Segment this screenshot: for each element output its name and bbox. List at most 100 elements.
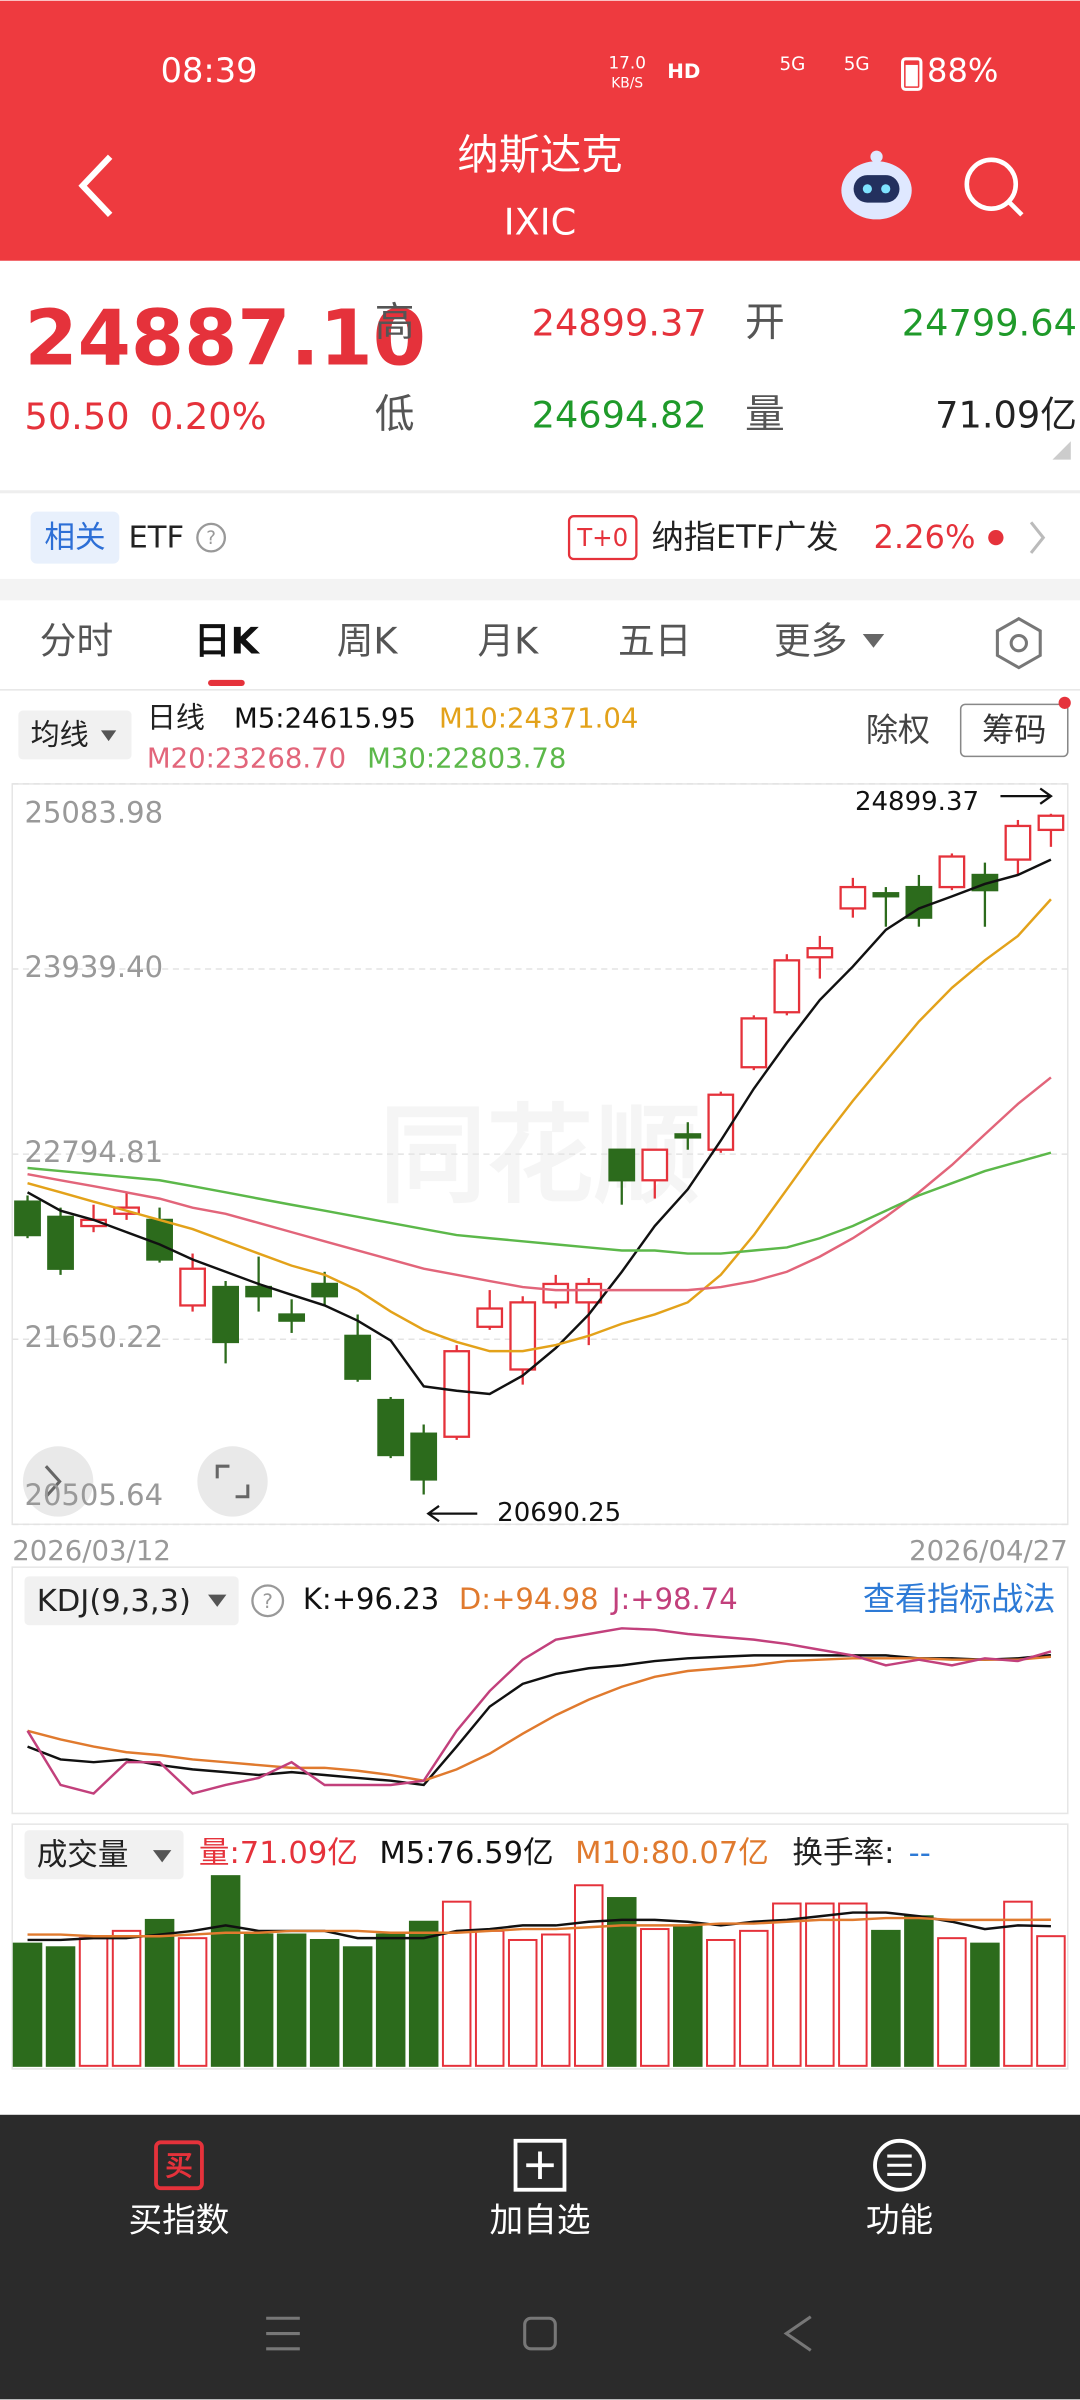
high: 24899.37 (532, 301, 707, 344)
tab[interactable]: 月K (477, 620, 539, 663)
x-tick-label: 2026/03/12 (12, 1535, 171, 1567)
y-tick-label: 23939.40 (24, 950, 163, 984)
indicator-title[interactable]: KDJ(9,3,3) (37, 1584, 191, 1619)
candle-body (641, 1148, 669, 1182)
indicator-line (26, 1627, 1052, 1795)
more-arrow (862, 633, 885, 648)
volume-bar (805, 1902, 835, 2067)
legend-entry: K:+96.23 (303, 1582, 439, 1616)
ma-button-bg[interactable] (18, 710, 132, 760)
open-label: 开 (745, 299, 785, 345)
candle-body (542, 1282, 570, 1304)
tab[interactable]: 日K (194, 620, 261, 663)
candle-body (1004, 824, 1032, 861)
etf-tag: 相关 (44, 521, 105, 556)
tag-bg (30, 511, 120, 564)
nav-item[interactable]: 买指数 (129, 2200, 230, 2239)
search-button[interactable] (964, 157, 1024, 217)
system-nav[interactable] (266, 2315, 812, 2352)
buy-icon: 买 (165, 2150, 193, 2182)
candle-body (1037, 814, 1065, 832)
t0-tag: T+0 (576, 523, 628, 552)
tab[interactable]: 五日 (618, 620, 691, 663)
header-bg (0, 0, 1080, 261)
candle-body (740, 1017, 768, 1069)
candle-body (179, 1267, 206, 1307)
volume-title[interactable]: 成交量 (37, 1838, 129, 1873)
volume-bar (45, 1946, 76, 2067)
t0-box (567, 515, 638, 561)
change-pct: 0.20% (150, 395, 267, 438)
low-arrow-head (426, 1505, 440, 1523)
back-button[interactable] (78, 154, 113, 217)
volume-bar (772, 1902, 802, 2067)
y-tick-label: 25083.98 (24, 796, 163, 830)
chips-button[interactable] (959, 703, 1069, 758)
nav-item[interactable]: 功能 (866, 2200, 933, 2239)
candle-body (14, 1200, 41, 1237)
ex-rights[interactable]: 除权 (866, 711, 930, 749)
candle-body (476, 1307, 504, 1328)
volume-bar (210, 1875, 241, 2067)
tab[interactable]: 周K (337, 620, 399, 663)
volume-bar (970, 1942, 1000, 2067)
candle-body (575, 1282, 603, 1304)
function-icon[interactable] (873, 2138, 926, 2192)
tab-underline (208, 679, 245, 687)
volume-bar (111, 1929, 142, 2067)
volume-button[interactable] (24, 1830, 184, 1880)
indicator-link[interactable]: 查看指标战法 (863, 1580, 1056, 1618)
chips[interactable]: 筹码 (982, 711, 1046, 749)
volume-bar (673, 1924, 703, 2067)
volume-bar (342, 1946, 373, 2067)
divider (0, 689, 1080, 691)
help-icon[interactable] (196, 522, 227, 553)
volume-bar (1036, 1935, 1066, 2067)
ma-line (26, 858, 1052, 1396)
add-icon[interactable] (513, 2138, 567, 2192)
battery-icon (901, 57, 923, 91)
volume-bar (540, 1933, 571, 2067)
y-tick-label: 22794.81 (24, 1135, 163, 1169)
kdj-help[interactable] (251, 1584, 285, 1618)
candle-body (245, 1285, 273, 1298)
indicator-line (27, 1655, 1052, 1782)
volume-bar (12, 1942, 43, 2067)
volume-frame (11, 1823, 1069, 2070)
candle-body (311, 1282, 339, 1298)
ma-button[interactable]: 均线 (31, 717, 89, 751)
volume-bar (838, 1902, 868, 2067)
indicator-line (27, 1653, 1052, 1787)
ma-line (27, 898, 1052, 1353)
volume-ma-line (27, 1911, 1051, 1942)
low-annotation: 20690.25 (497, 1498, 621, 1528)
tab[interactable]: 更多 (774, 620, 847, 663)
volume-arrow (152, 1850, 172, 1863)
etf-dot (988, 529, 1004, 546)
volume-label: 量 (745, 391, 785, 437)
etf-chevron[interactable] (1029, 521, 1046, 554)
price: 24887.10 (24, 294, 426, 383)
high-label: 高 (375, 299, 415, 345)
kdj-button[interactable] (24, 1576, 239, 1626)
settings-button[interactable] (995, 616, 1042, 670)
assistant-icon[interactable] (841, 150, 912, 220)
status-time: 08:39 (161, 51, 258, 90)
expand-controls[interactable] (22, 1446, 268, 1517)
y-tick-label: 20505.64 (24, 1478, 163, 1512)
ma-line (27, 1151, 1052, 1255)
nav-item[interactable]: 加自选 (490, 2200, 591, 2239)
legend-entry: J:+98.74 (610, 1582, 738, 1616)
high-arrow-head (1039, 787, 1053, 805)
volume-bar (309, 1938, 340, 2067)
candle-body (938, 855, 966, 889)
etf-name[interactable]: 纳指ETF广发 (652, 518, 839, 556)
buy-icon-box[interactable] (154, 2140, 204, 2191)
candle-body (839, 885, 867, 910)
volume-bar (144, 1918, 175, 2067)
candle-body (674, 1133, 702, 1139)
tab[interactable]: 分时 (40, 620, 113, 663)
candle-body (443, 1350, 471, 1438)
high-annotation: 24899.37 (855, 787, 979, 817)
